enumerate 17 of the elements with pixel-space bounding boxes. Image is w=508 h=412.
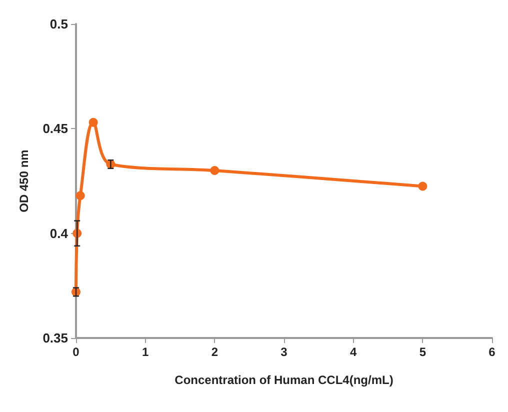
point bbox=[88, 118, 98, 127]
point bbox=[418, 182, 428, 191]
x-tick-label: 2 bbox=[211, 345, 218, 359]
point bbox=[76, 191, 85, 200]
y-tick-label: 0.45 bbox=[42, 121, 68, 136]
x-tick-label: 1 bbox=[142, 345, 149, 359]
y-axis-title: OD 450 nm bbox=[17, 150, 31, 212]
x-tick-label: 6 bbox=[488, 345, 496, 359]
x-tick-label: 4 bbox=[350, 345, 357, 359]
x-tick-label: 5 bbox=[419, 345, 426, 359]
y-tick-label: 0.35 bbox=[42, 330, 68, 346]
x-axis-title: Concentration of Human CCL4(ng/mL) bbox=[174, 373, 394, 387]
point bbox=[210, 166, 220, 176]
y-tick-label: 0.4 bbox=[50, 226, 69, 241]
x-tick-label: 3 bbox=[280, 345, 288, 359]
x-tick-label: 0 bbox=[72, 345, 80, 359]
y-tick-label: 0.5 bbox=[50, 16, 68, 32]
